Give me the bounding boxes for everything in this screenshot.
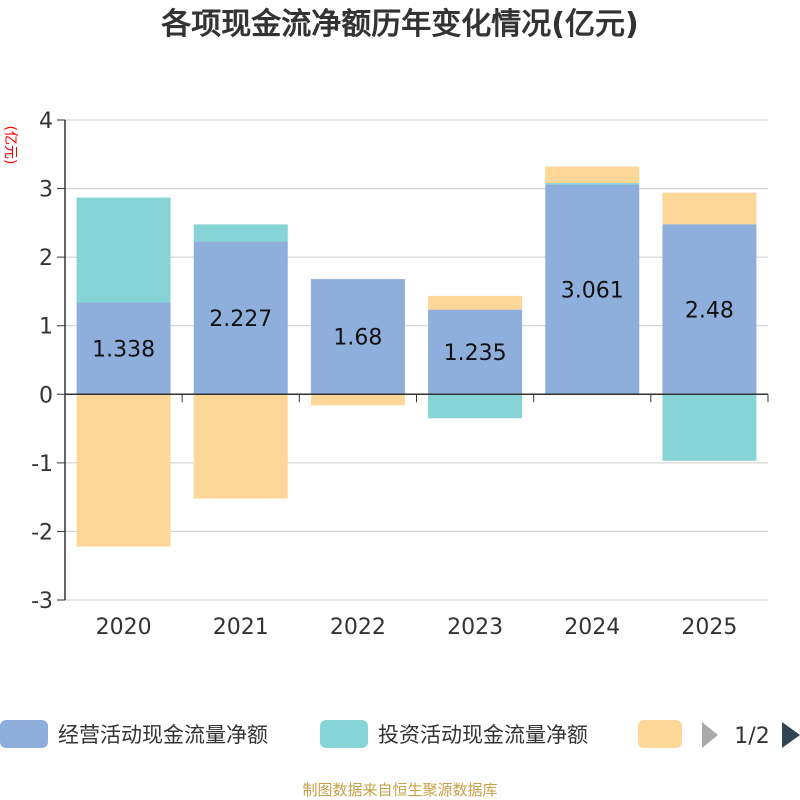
data-label-2025: 2.48 [685,298,734,323]
y-tick-label: 3 [39,178,53,203]
y-tick-label: 4 [39,109,53,134]
bar-segment-2024-s1[interactable] [545,183,640,185]
bar-segment-2021-s0[interactable] [193,241,288,395]
legend-swatch-investing [320,720,368,748]
y-tick-label: -3 [31,589,53,614]
bar-segment-2023-s1[interactable] [428,394,523,419]
y-tick-label: 0 [39,383,53,408]
legend-swatch-financing [638,720,682,748]
data-label-2024: 3.061 [561,278,624,303]
bars [76,166,757,547]
legend-item-operating[interactable]: 经营活动现金流量净额 [0,720,268,748]
bar-segment-2023-s0[interactable] [428,309,523,395]
bar-segment-2020-s0[interactable] [76,302,171,395]
legend-next-page-icon[interactable] [782,722,800,748]
bar-segment-2021-s2[interactable] [193,394,288,499]
x-tick-label: 2021 [213,615,269,640]
bar-segment-2024-s2[interactable] [545,166,640,184]
axes [57,119,769,601]
data-label-2021: 2.227 [209,307,272,332]
y-tick-label: 2 [39,246,53,271]
x-tick-labels: 2020 2021 2022 2023 2024 2025 [96,615,738,640]
legend-item-financing[interactable] [638,720,682,748]
x-tick-label: 2024 [564,615,620,640]
bar-segment-2021-s1[interactable] [193,224,288,242]
x-tick-label: 2025 [681,615,737,640]
data-labels: 1.338 2.227 1.68 1.235 3.061 2.48 [92,278,734,366]
y-tick-labels: -3 -2 -1 0 1 2 3 4 [31,109,53,614]
y-tick-label: -1 [31,452,53,477]
legend-page-indicator: 1/2 [734,724,769,749]
bar-segment-2025-s0[interactable] [662,224,757,395]
legend-swatch-operating [0,720,48,748]
bar-segment-2025-s2[interactable] [662,192,757,225]
legend: 经营活动现金流量净额 投资活动现金流量净额 1/2 [0,720,800,749]
x-tick-label: 2020 [96,615,152,640]
legend-label-operating: 经营活动现金流量净额 [58,723,268,747]
legend-label-investing: 投资活动现金流量净额 [378,723,588,747]
gridlines [65,119,768,601]
bar-segment-2025-s1[interactable] [662,394,757,461]
bar-segment-2023-s2[interactable] [428,295,523,310]
data-source: 制图数据来自恒生聚源数据库 [302,781,497,799]
data-label-2023: 1.235 [444,341,507,366]
y-tick-label: -2 [31,520,53,545]
x-tick-label: 2023 [447,615,503,640]
y-axis-unit: (亿元) [2,126,18,165]
bar-segment-2020-s2[interactable] [76,394,171,547]
data-label-2022: 1.68 [333,326,382,351]
legend-item-investing[interactable]: 投资活动现金流量净额 [320,720,588,748]
chart-title: 各项现金流净额历年变化情况(亿元) [160,7,638,42]
bar-segment-2022-s2[interactable] [310,394,405,406]
legend-prev-page-icon[interactable] [702,722,718,748]
x-tick-label: 2022 [330,615,386,640]
bar-segment-2020-s1[interactable] [76,197,171,303]
bar-segment-2024-s0[interactable] [545,184,640,395]
data-label-2020: 1.338 [92,337,155,362]
bar-segment-2022-s0[interactable] [310,279,405,395]
y-tick-label: 1 [39,315,53,340]
